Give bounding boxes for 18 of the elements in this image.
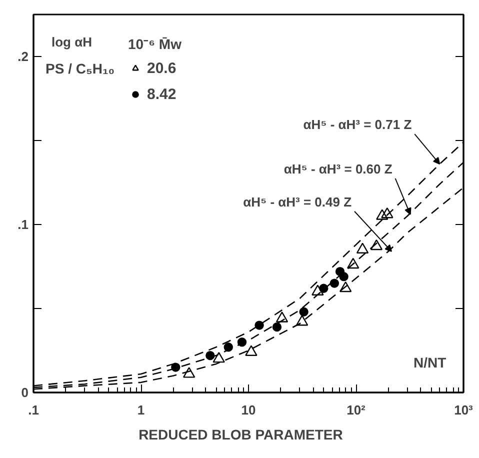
x-tick-label: 10 <box>241 402 256 418</box>
legend-label: 20.6 <box>147 60 176 76</box>
legend-title: 10⁻⁶ M̄w <box>128 35 182 53</box>
y-tick-label: .2 <box>18 49 28 64</box>
y-tick-label: 0 <box>21 385 29 400</box>
annotation: αH⁵ - αH³ = 0.71 Z <box>303 117 412 132</box>
annotation: αH⁵ - αH³ = 0.60 Z <box>284 161 392 176</box>
x-axis-title: REDUCED BLOB PARAMETER <box>138 426 343 442</box>
annotation: αH⁵ - αH³ = 0.49 Z <box>243 194 352 210</box>
y-tick-label: .1 <box>18 217 28 232</box>
x-tick-label: 10² <box>346 402 366 418</box>
annotation: PS / C₅H₁₀ <box>46 60 115 76</box>
x-tick-label: 10³ <box>454 402 474 418</box>
x-tick-label: .1 <box>28 402 39 418</box>
y-axis-title: log αH <box>52 34 92 50</box>
legend-label: 8.42 <box>147 86 176 102</box>
x-tick-label: 1 <box>137 402 145 418</box>
annotation: N/NT <box>414 354 447 370</box>
